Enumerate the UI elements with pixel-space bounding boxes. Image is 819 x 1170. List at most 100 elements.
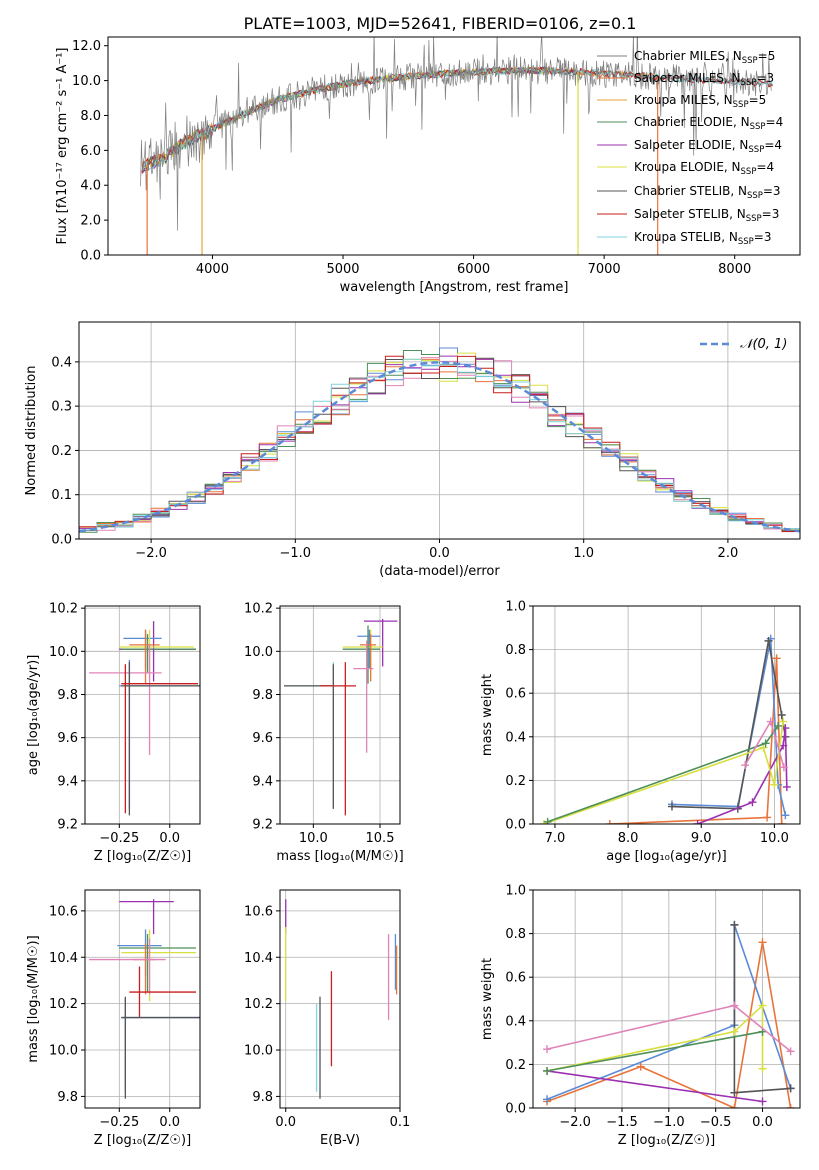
weight-point xyxy=(777,711,786,719)
y-tick-label: 2.0 xyxy=(80,214,101,229)
svg-text:Chabrier MILES, NSSP=5: Chabrier MILES, NSSP=5 xyxy=(634,49,775,66)
x-tick-label: 6000 xyxy=(457,262,490,277)
weight-point xyxy=(759,743,768,752)
x-tick-label: 0.0 xyxy=(275,1115,296,1130)
plot-area xyxy=(284,618,398,816)
weight-point xyxy=(779,763,788,772)
x-tick-label: −0.25 xyxy=(99,1115,139,1130)
x-tick-label: 0.0 xyxy=(159,1115,180,1130)
weight-line xyxy=(546,1030,763,1072)
grid-lines xyxy=(280,606,400,825)
legend-sub: SSP xyxy=(742,56,758,66)
weight-point xyxy=(761,739,770,748)
spectrum-line-chabrier-miles xyxy=(140,37,772,231)
legend-nssp: =3 xyxy=(754,230,772,244)
x-axis-label: Z [log₁₀(Z/Z☉)] xyxy=(94,849,191,864)
weight-point xyxy=(777,820,786,824)
x-tick-label: 5000 xyxy=(326,262,359,277)
plot-area xyxy=(89,899,200,1099)
legend-nssp: =5 xyxy=(758,49,776,63)
y-tick-label: 0.6 xyxy=(505,687,526,702)
weight-point xyxy=(543,1045,552,1054)
weight-vs-metallicity-panel: −2.0 −1.5 −1.0 −0.5 0.0 0.0 0.2 0.4 0.6 0.8 1.0 Z [… xyxy=(480,884,801,1148)
y-tick-label: 9.4 xyxy=(252,774,273,789)
weight-line xyxy=(546,942,792,1108)
legend-sub: SSP xyxy=(747,191,763,201)
x-tick-label: −1.0 xyxy=(653,1115,685,1130)
y-tick-label: 0.0 xyxy=(51,533,72,548)
axes-frame xyxy=(84,889,201,1109)
y-tick-label: 8.0 xyxy=(80,109,101,124)
svg-text:Kroupa MILES, NSSP=5: Kroupa MILES, NSSP=5 xyxy=(634,93,766,110)
y-tick-label: 0.6 xyxy=(505,971,526,986)
weight-point xyxy=(693,820,702,824)
svg-text:Salpeter MILES, NSSP=3: Salpeter MILES, NSSP=3 xyxy=(634,71,774,88)
weight-point xyxy=(605,820,614,824)
y-tick-label: 9.6 xyxy=(252,731,273,746)
weight-point xyxy=(786,1084,795,1093)
weight-point xyxy=(543,817,552,824)
legend-entry: Salpeter MILES, NSSP=3 xyxy=(597,71,774,88)
y-tick-label: 10.2 xyxy=(244,602,273,617)
weight-point xyxy=(779,717,788,726)
y-axis-label: mass weight xyxy=(480,958,495,1040)
weight-point xyxy=(730,1088,739,1097)
legend-label: Chabrier STELIB, N xyxy=(634,184,747,198)
y-tick-label: 0.2 xyxy=(505,774,526,789)
y-tick-label: 10.2 xyxy=(244,997,273,1012)
mass-vs-extinction-panel: 0.0 0.1 9.8 10.0 10.2 10.4 10.6 E(B-V) xyxy=(244,889,410,1148)
legend-nssp: =4 xyxy=(764,138,782,152)
x-tick-label: −1.5 xyxy=(606,1115,638,1130)
x-tick-label: −1.0 xyxy=(280,546,312,561)
y-tick-label: 9.6 xyxy=(57,731,78,746)
x-tick-label: 10.0 xyxy=(760,831,789,846)
weight-point xyxy=(772,654,781,663)
y-tick-label: 10.4 xyxy=(49,951,78,966)
y-tick-label: 0.0 xyxy=(505,1102,526,1117)
y-tick-label: 0.4 xyxy=(505,730,526,745)
legend-nssp: =3 xyxy=(762,207,780,221)
weight-point xyxy=(730,1001,739,1010)
y-axis-label: mass weight xyxy=(480,674,495,756)
y-tick-label: 10.0 xyxy=(49,645,78,660)
y-tick-label: 0.2 xyxy=(51,444,72,459)
plot-area xyxy=(89,621,200,816)
y-tick-label: 0.8 xyxy=(505,927,526,942)
legend-nssp: =5 xyxy=(749,93,767,107)
legend-sub: SSP xyxy=(750,122,766,132)
y-tick-label: 9.4 xyxy=(57,774,78,789)
normal-curve xyxy=(79,361,800,533)
legend-sub: SSP xyxy=(738,237,754,247)
x-tick-label: 1.0 xyxy=(573,546,594,561)
y-axis-label: Flux [fλ10⁻¹⁷ erg cm⁻² s⁻¹ A⁻¹] xyxy=(55,48,70,245)
legend-nssp: =4 xyxy=(756,160,774,174)
x-tick-label: 0.0 xyxy=(159,831,180,846)
weight-point xyxy=(774,721,783,730)
legend-sub: SSP xyxy=(748,145,764,155)
axes-frame xyxy=(532,605,801,825)
x-tick-label: 0.0 xyxy=(429,546,450,561)
plot-area xyxy=(539,634,791,824)
x-tick-label: 8000 xyxy=(718,262,751,277)
legend-entry: Chabrier MILES, NSSP=5 xyxy=(597,49,775,66)
weight-line xyxy=(546,1003,764,1072)
legend-entry: Kroupa ELODIE, NSSP=4 xyxy=(597,160,774,177)
plot-area xyxy=(140,37,773,255)
spectrum-line-kroupa-stelib xyxy=(141,66,773,171)
axes-frame xyxy=(107,36,801,256)
weight-point xyxy=(758,1001,767,1010)
y-tick-label: 10.0 xyxy=(49,1044,78,1059)
spectrum-legend: Chabrier MILES, NSSP=5 Salpeter MILES, N… xyxy=(597,49,783,247)
plot-area xyxy=(79,347,800,533)
legend-label: Salpeter MILES, N xyxy=(634,71,741,85)
svg-text:Kroupa ELODIE, NSSP=4: Kroupa ELODIE, NSSP=4 xyxy=(634,160,774,177)
legend-label-normal: 𝒩(0, 1) xyxy=(740,337,787,352)
y-axis-label: Normed distribution xyxy=(24,366,39,496)
x-axis-label: E(B-V) xyxy=(320,1133,360,1148)
x-axis-label: age [log₁₀(age/yr)] xyxy=(606,849,727,864)
weight-vs-age-panel: 7.0 8.0 9.0 10.0 0.0 0.2 0.4 0.6 0.8 1.0 age [log₁… xyxy=(480,600,801,864)
x-tick-label: 10.5 xyxy=(366,831,395,846)
x-tick-label: 7000 xyxy=(588,262,621,277)
x-tick-label: 10.0 xyxy=(299,831,328,846)
legend-label: Kroupa STELIB, N xyxy=(634,230,738,244)
